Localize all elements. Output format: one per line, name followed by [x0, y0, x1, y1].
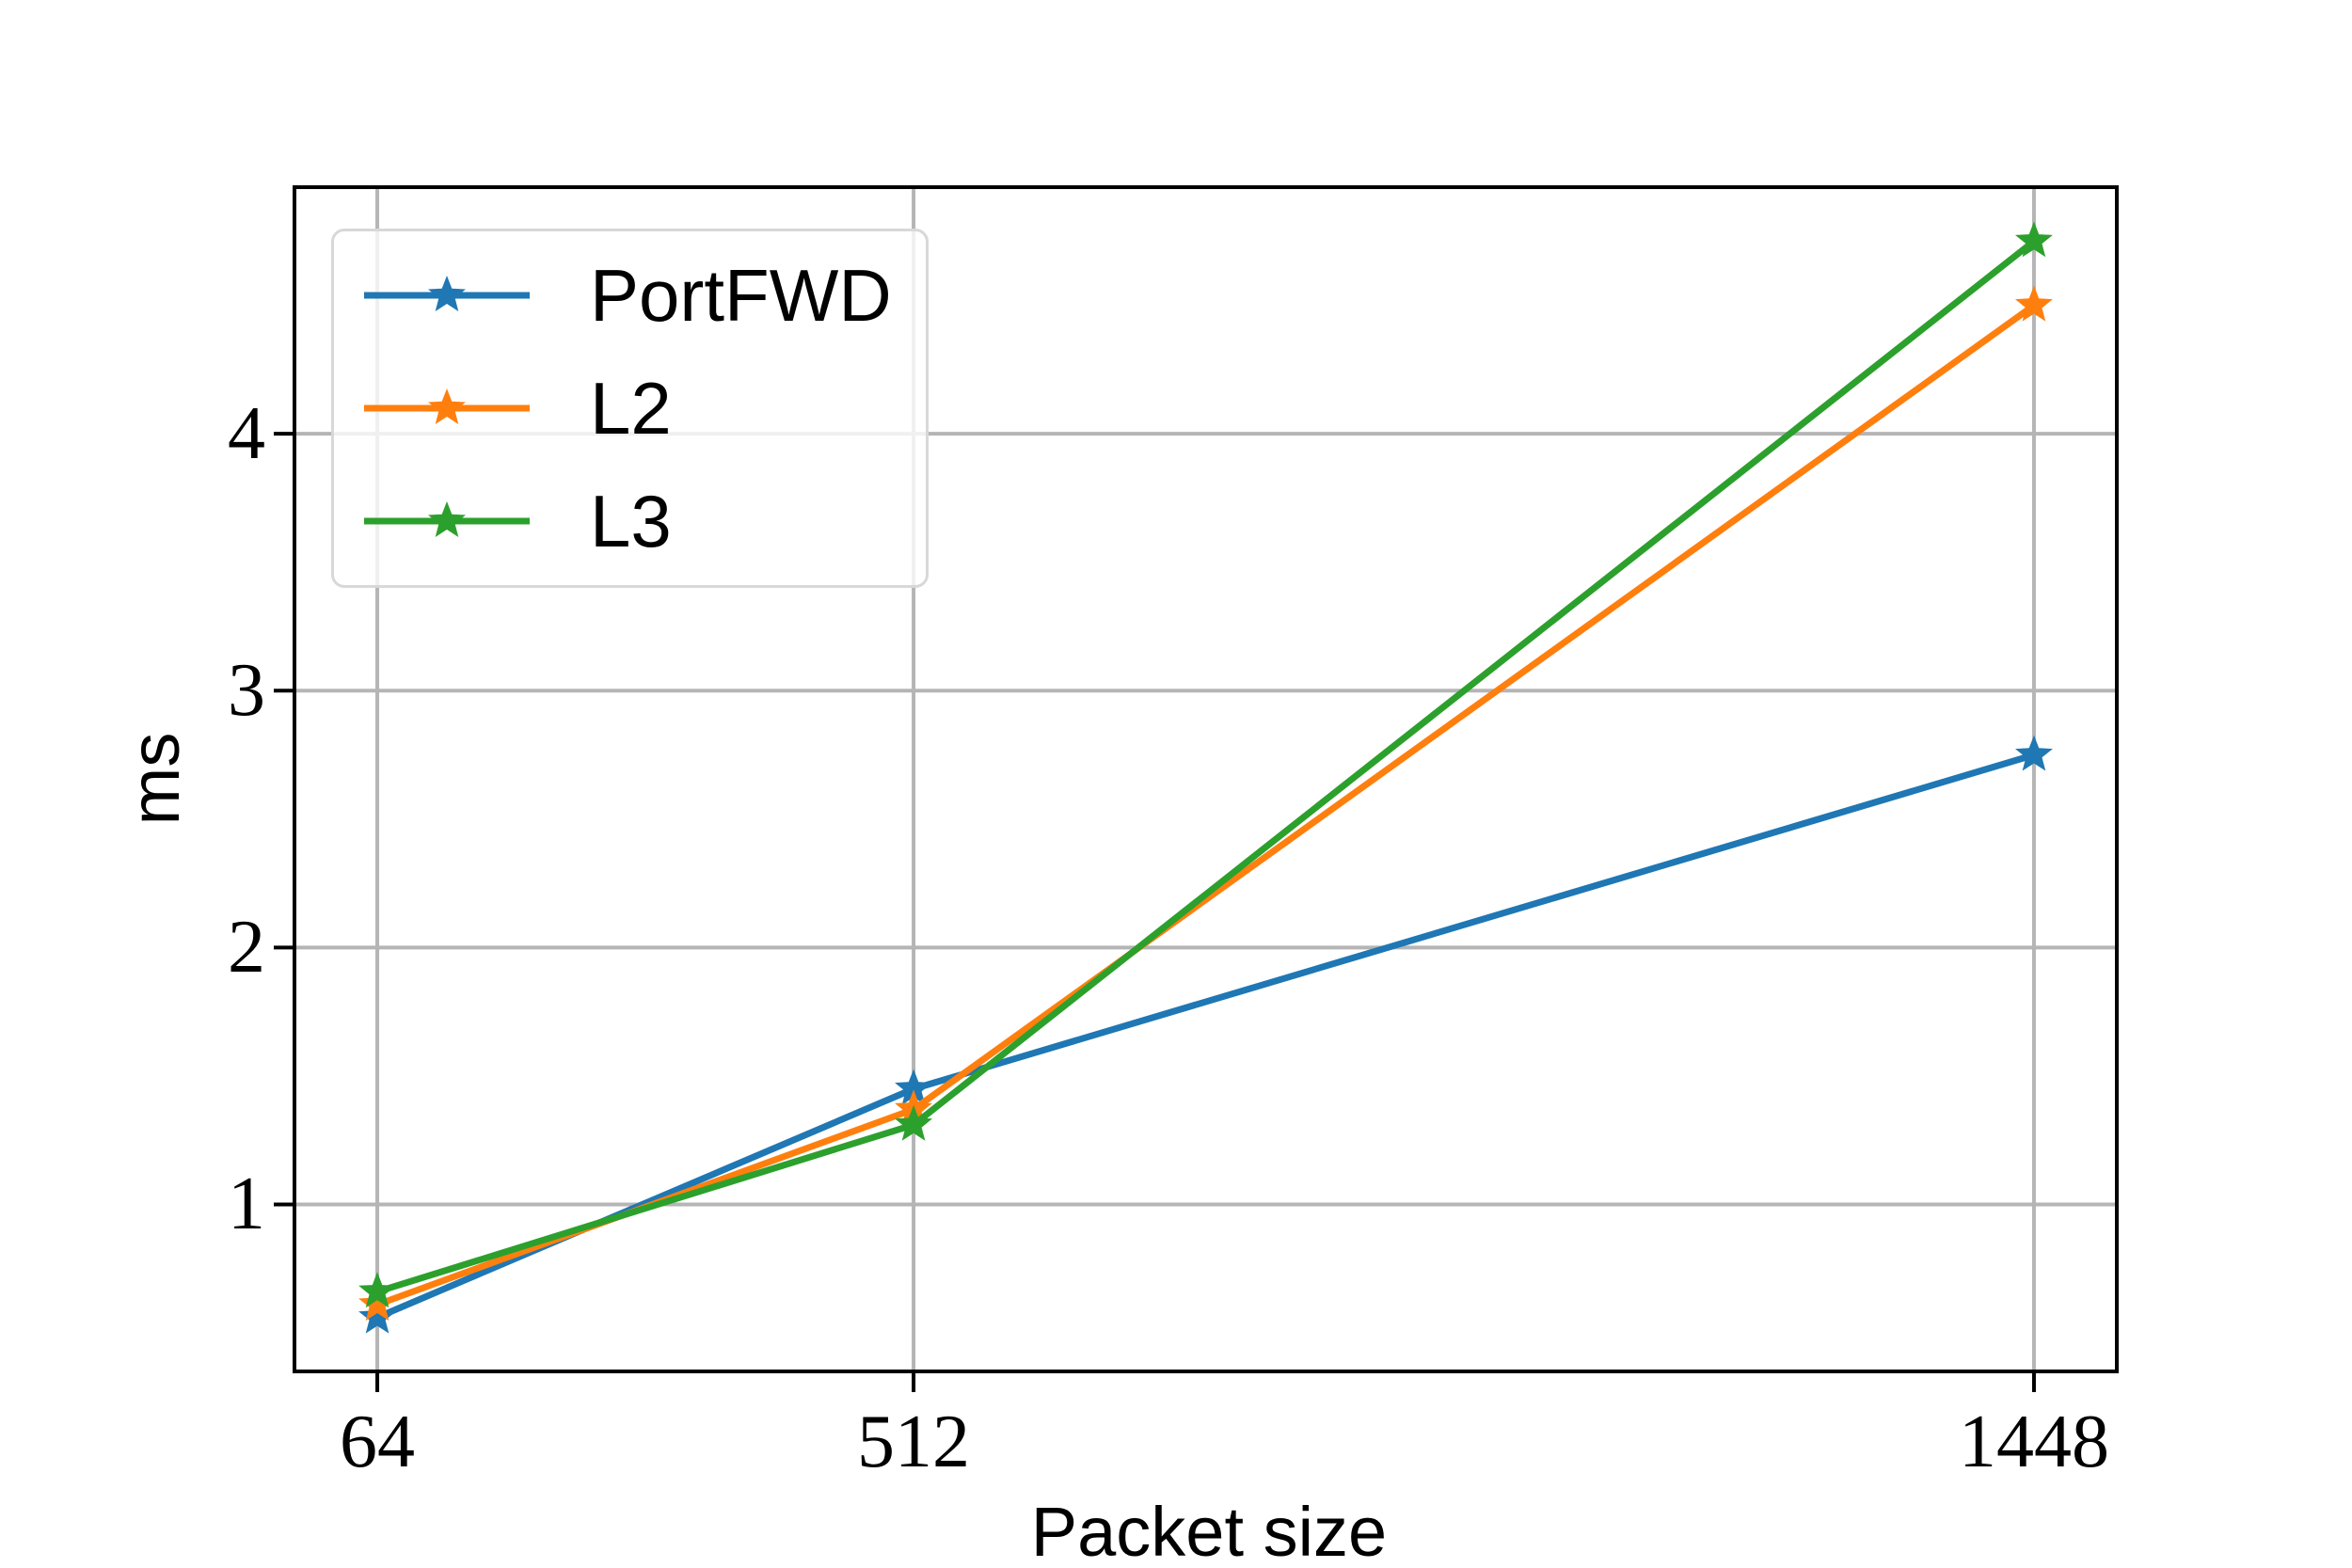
data-point-marker-portfwd — [358, 1297, 396, 1334]
data-point-marker-l3 — [2015, 221, 2053, 258]
y-tick-label: 3 — [228, 649, 265, 733]
data-point-marker-l2 — [358, 1285, 396, 1321]
data-point-marker-l3 — [895, 1104, 932, 1141]
x-tick-label: 1448 — [1958, 1401, 2109, 1483]
legend: PortFWD L2 L3 — [331, 229, 929, 588]
legend-item-portfwd: PortFWD — [334, 239, 926, 352]
plot-border — [293, 185, 2119, 1373]
legend-item-l2: L2 — [334, 352, 926, 465]
legend-marker-l2 — [364, 388, 530, 424]
x-axis-label: Packet size — [1030, 1493, 1388, 1568]
legend-label: L3 — [590, 480, 672, 562]
y-axis-label: ms — [116, 732, 194, 826]
legend-marker-l3 — [364, 501, 530, 537]
data-point-marker-l2 — [2015, 285, 2053, 322]
series-line-portfwd — [375, 752, 2035, 1321]
y-tick-label: 1 — [228, 1163, 265, 1246]
x-tick-label: 64 — [340, 1401, 416, 1483]
data-point-marker-portfwd — [895, 1069, 932, 1105]
legend-label: L2 — [590, 367, 672, 450]
y-tick-label: 4 — [228, 392, 265, 476]
legend-label: PortFWD — [590, 254, 892, 337]
x-tick-label: 512 — [857, 1401, 971, 1483]
legend-item-l3: L3 — [334, 465, 926, 578]
data-point-marker-l3 — [358, 1272, 396, 1308]
legend-marker-portfwd — [364, 276, 530, 311]
data-point-marker-portfwd — [2015, 735, 2053, 771]
y-tick-label: 2 — [228, 906, 265, 990]
